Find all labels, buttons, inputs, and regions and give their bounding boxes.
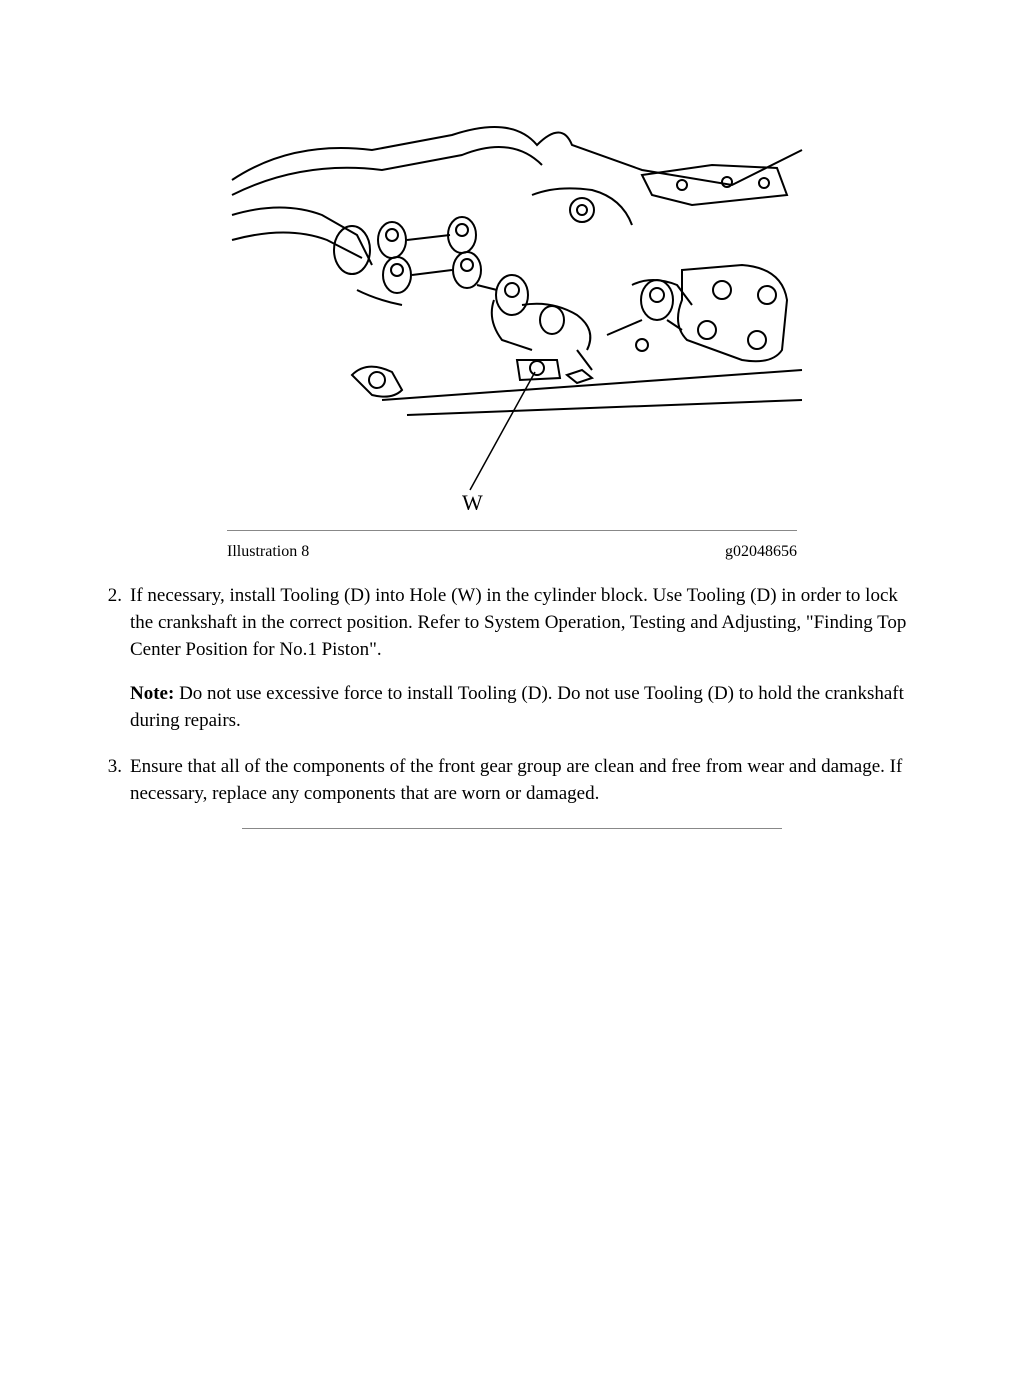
illustration-caption-row: Illustration 8 g02048656: [227, 530, 797, 563]
step-number: 3.: [100, 754, 130, 807]
note-label: Note:: [130, 683, 174, 704]
illustration-container: W Illustration 8 g02048656: [100, 40, 924, 563]
step-text: If necessary, install Tooling (D) into H…: [130, 583, 924, 734]
callout-w-label: W: [462, 490, 483, 510]
illustration-id: g02048656: [725, 541, 797, 563]
step-2: 2. If necessary, install Tooling (D) int…: [100, 583, 924, 734]
note-text: Do not use excessive force to install To…: [130, 683, 904, 731]
step-2-note: Note: Do not use excessive force to inst…: [130, 681, 924, 734]
technical-diagram: W: [212, 40, 812, 510]
divider: [242, 828, 782, 829]
illustration-number: Illustration 8: [227, 541, 309, 563]
procedure-list: 2. If necessary, install Tooling (D) int…: [100, 583, 924, 807]
step-2-body: If necessary, install Tooling (D) into H…: [130, 585, 906, 659]
step-3: 3. Ensure that all of the components of …: [100, 754, 924, 807]
step-number: 2.: [100, 583, 130, 734]
step-3-body: Ensure that all of the components of the…: [130, 754, 924, 807]
